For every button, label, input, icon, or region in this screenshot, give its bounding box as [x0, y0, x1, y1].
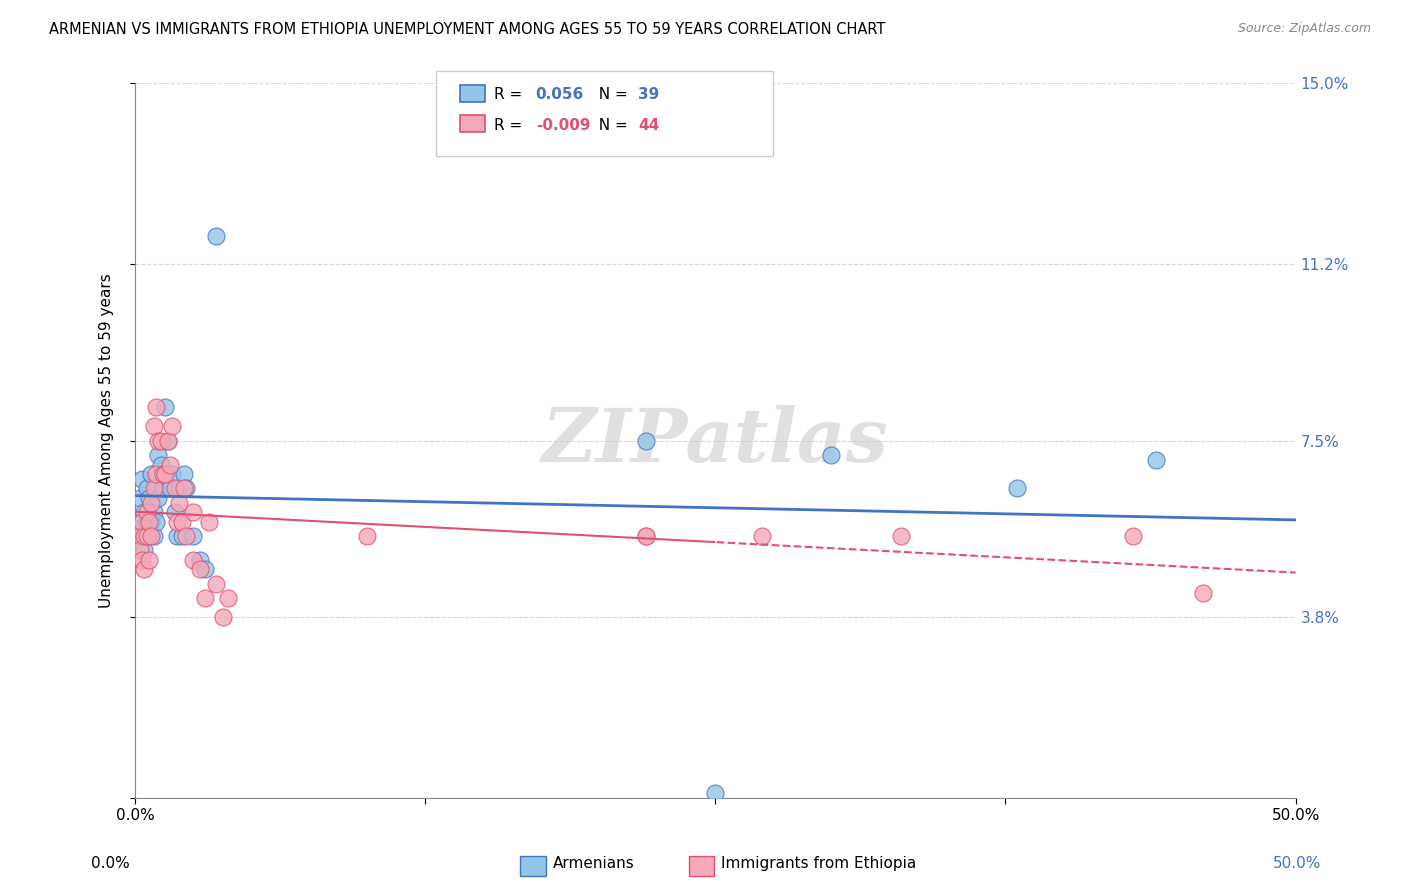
Point [890, 529, 912, 543]
Text: 39: 39 [638, 87, 659, 103]
Point [181, 505, 204, 519]
Point [159, 458, 181, 472]
Point [142, 419, 165, 434]
Point [141, 515, 163, 529]
Point [163, 482, 186, 496]
Point [135, 482, 157, 496]
Point [174, 482, 197, 496]
Point [1122, 529, 1144, 543]
Point [173, 467, 195, 482]
Point [135, 505, 157, 519]
Point [356, 529, 378, 543]
Text: Immigrants from Ethiopia: Immigrants from Ethiopia [721, 856, 917, 871]
Point [194, 562, 217, 576]
Point [174, 529, 197, 543]
Point [634, 529, 657, 543]
Point [170, 529, 193, 543]
Point [188, 562, 211, 576]
Point [142, 482, 165, 496]
Point [181, 553, 204, 567]
Point [704, 786, 727, 800]
Point [145, 482, 167, 496]
Point [194, 591, 217, 605]
Point [217, 591, 239, 605]
Point [135, 515, 157, 529]
Text: 0.056: 0.056 [536, 87, 583, 103]
Point [131, 519, 153, 533]
Point [149, 434, 172, 448]
Point [134, 505, 156, 519]
Point [145, 401, 167, 415]
Point [148, 448, 170, 462]
Point [198, 515, 221, 529]
Text: 50.0%: 50.0% [1274, 856, 1322, 871]
Point [134, 543, 156, 558]
Point [166, 515, 188, 529]
Point [155, 467, 177, 482]
Text: R =: R = [494, 87, 527, 103]
Point [156, 434, 179, 448]
Point [169, 482, 191, 496]
Point [128, 529, 150, 543]
Point [138, 553, 160, 567]
Point [152, 482, 174, 496]
Point [152, 467, 174, 482]
Point [131, 553, 153, 567]
Point [820, 448, 842, 462]
Point [181, 529, 204, 543]
Point [156, 434, 179, 448]
Text: ARMENIAN VS IMMIGRANTS FROM ETHIOPIA UNEMPLOYMENT AMONG AGES 55 TO 59 YEARS CORR: ARMENIAN VS IMMIGRANTS FROM ETHIOPIA UNE… [49, 22, 886, 37]
Text: N =: N = [589, 118, 633, 133]
Point [169, 496, 191, 510]
Point [148, 434, 170, 448]
Point [128, 491, 150, 505]
Text: N =: N = [589, 87, 633, 103]
Point [142, 529, 165, 543]
Point [188, 553, 211, 567]
Text: -0.009: -0.009 [536, 118, 591, 133]
Point [159, 482, 181, 496]
Point [170, 515, 193, 529]
Point [141, 529, 163, 543]
Point [145, 515, 167, 529]
Point [152, 467, 174, 482]
Text: ZIPatlas: ZIPatlas [541, 404, 889, 477]
Point [1191, 586, 1213, 600]
Text: Armenians: Armenians [553, 856, 634, 871]
Point [751, 529, 773, 543]
Point [148, 491, 170, 505]
Point [173, 482, 195, 496]
Point [634, 434, 657, 448]
Point [141, 496, 163, 510]
Point [131, 515, 153, 529]
Point [1005, 482, 1028, 496]
Point [166, 529, 188, 543]
Point [205, 228, 228, 243]
Point [1144, 452, 1167, 467]
Text: Source: ZipAtlas.com: Source: ZipAtlas.com [1237, 22, 1371, 36]
Point [138, 529, 160, 543]
Point [131, 472, 153, 486]
Point [145, 467, 167, 482]
Point [634, 529, 657, 543]
Point [138, 515, 160, 529]
Text: R =: R = [494, 118, 527, 133]
Text: 0.0%: 0.0% [91, 856, 131, 871]
Point [155, 401, 177, 415]
Point [212, 610, 235, 624]
Point [162, 419, 184, 434]
Point [134, 529, 156, 543]
Point [134, 562, 156, 576]
Point [135, 529, 157, 543]
Point [149, 458, 172, 472]
Point [128, 543, 150, 558]
Y-axis label: Unemployment Among Ages 55 to 59 years: Unemployment Among Ages 55 to 59 years [100, 273, 114, 608]
Point [162, 467, 184, 482]
Point [138, 491, 160, 505]
Point [205, 576, 228, 591]
Point [142, 505, 165, 519]
Point [141, 467, 163, 482]
Point [163, 505, 186, 519]
Text: 44: 44 [638, 118, 659, 133]
